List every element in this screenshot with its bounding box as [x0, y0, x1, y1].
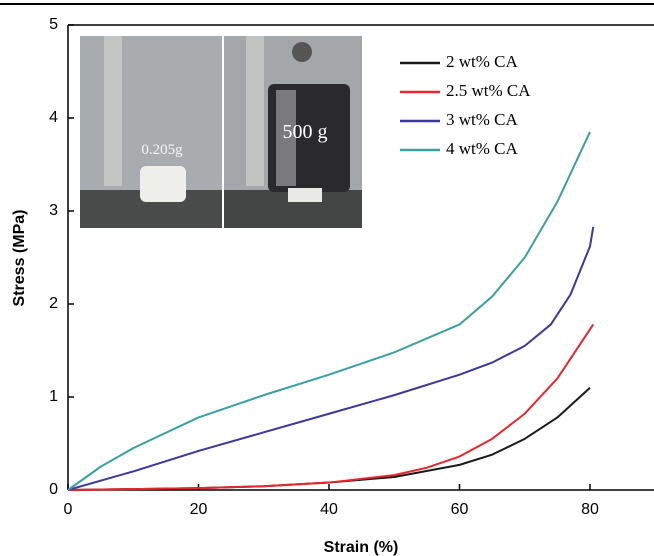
inset-label: 0.205g — [141, 142, 183, 158]
y-tick-label: 0 — [49, 481, 58, 498]
legend-label: 3 wt% CA — [446, 110, 519, 129]
y-tick-label: 3 — [49, 202, 58, 219]
inset-label: 500 g — [283, 121, 328, 143]
legend-label: 2 wt% CA — [446, 52, 519, 71]
y-tick-label: 2 — [49, 295, 58, 312]
y-axis-label: Stress (MPa) — [11, 210, 28, 307]
y-tick-label: 1 — [49, 388, 58, 405]
legend-label: 4 wt% CA — [446, 139, 519, 158]
x-tick-label: 60 — [451, 501, 469, 518]
series-line — [67, 386, 591, 491]
x-tick-label: 40 — [320, 501, 338, 518]
legend-label: 2.5 wt% CA — [446, 81, 531, 100]
x-axis-label: Strain (%) — [324, 539, 399, 556]
series-line — [67, 323, 595, 491]
x-tick-label: 80 — [581, 501, 599, 518]
x-tick-label: 20 — [190, 501, 208, 518]
y-tick-label: 5 — [49, 16, 58, 33]
inset-photo: 0.205g 500 g — [80, 36, 362, 228]
series-line — [67, 131, 591, 491]
y-tick-label: 4 — [49, 109, 58, 126]
series-line — [67, 226, 595, 491]
x-tick-label: 0 — [64, 501, 73, 518]
